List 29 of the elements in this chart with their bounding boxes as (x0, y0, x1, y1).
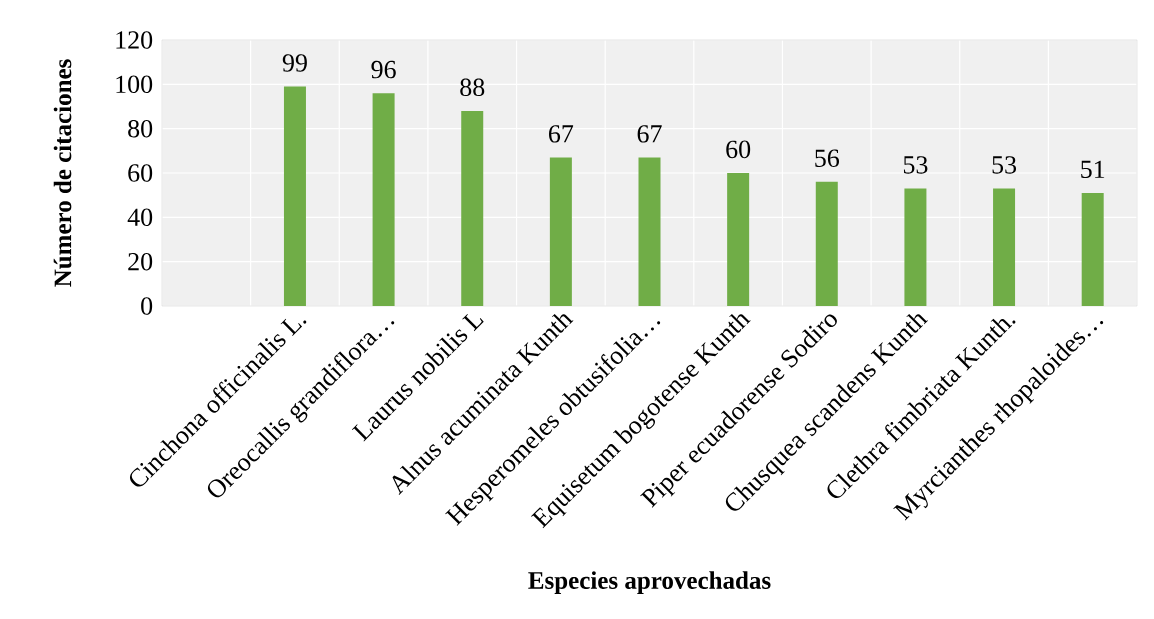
y-tick-label: 0 (141, 297, 153, 315)
bar (815, 181, 838, 306)
bar (1081, 192, 1104, 306)
data-label: 88 (460, 78, 485, 97)
data-label: 99 (282, 54, 307, 72)
bar (372, 93, 395, 306)
y-tick-label: 120 (116, 31, 153, 49)
bar (993, 188, 1016, 306)
bar (727, 173, 750, 306)
data-label: 67 (637, 125, 662, 143)
bar (638, 157, 661, 306)
bar (283, 86, 306, 306)
data-label: 60 (726, 140, 751, 159)
y-tick-label: 40 (127, 208, 153, 227)
y-tick-label: 80 (128, 119, 153, 138)
y-tick-label: 100 (116, 75, 153, 94)
data-label: 53 (903, 156, 928, 174)
y-axis-title: Número de citaciones (53, 59, 72, 287)
data-label: 56 (815, 149, 839, 167)
data-label: 51 (1081, 160, 1105, 179)
data-label: 96 (371, 60, 396, 79)
bar (549, 157, 572, 306)
data-label: 53 (992, 156, 1017, 174)
y-tick-label: 60 (128, 164, 153, 182)
y-tick-label: 20 (128, 252, 153, 271)
x-axis-title: Especies aprovechadas (528, 571, 771, 594)
bar (904, 188, 927, 306)
data-label: 67 (548, 125, 574, 143)
bar (461, 110, 484, 306)
